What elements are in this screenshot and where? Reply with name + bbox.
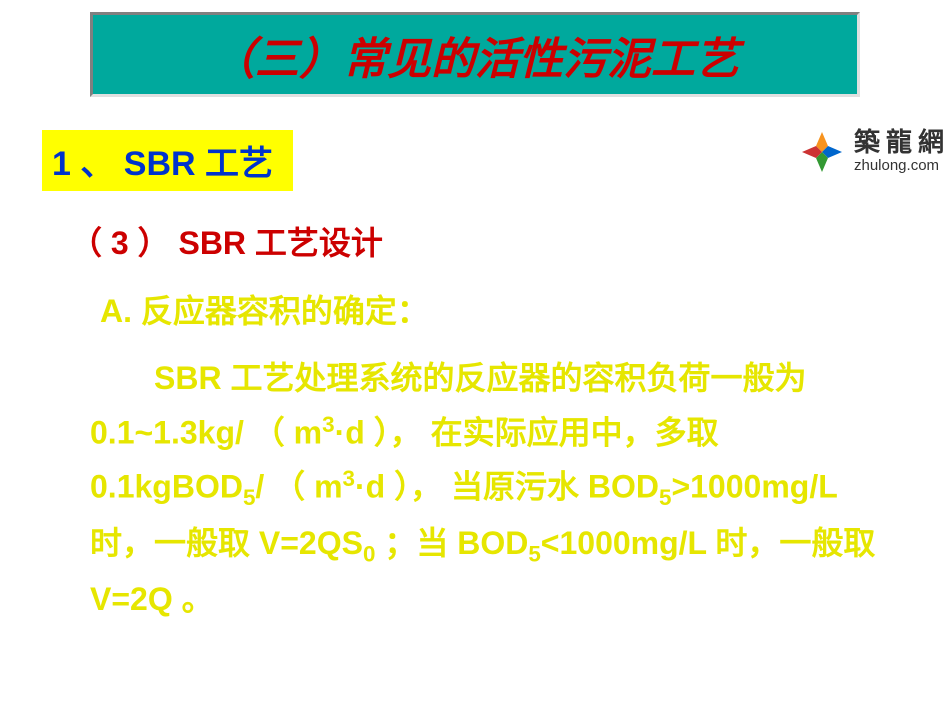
section-heading-3: （ 3 ） SBR 工艺设计	[70, 218, 383, 264]
title-bar: （三）常见的活性污泥工艺	[90, 12, 860, 97]
body-sup2: 3	[343, 466, 355, 491]
subtitle-text: 1 、 SBR 工艺	[52, 145, 273, 183]
body-paragraph: SBR 工艺处理系统的反应器的容积负荷一般为 0.1~1.3kg/ （ m3·d…	[90, 352, 890, 627]
section-heading-a: A. 反应器容积的确定：	[100, 286, 429, 332]
body-t6: ；当 BOD	[375, 525, 528, 561]
body-sup1: 3	[322, 412, 334, 437]
logo-main-text: 築龍網	[854, 129, 950, 158]
zhulong-logo-icon	[798, 128, 846, 176]
logo-text: 築龍網 zhulong.com	[854, 129, 950, 174]
logo-sub-text: zhulong.com	[854, 158, 950, 175]
body-sub3: 0	[363, 541, 375, 566]
subtitle-bar: 1 、 SBR 工艺	[42, 130, 293, 191]
body-sub4: 5	[528, 541, 540, 566]
logo-block: 築龍網 zhulong.com	[798, 128, 950, 176]
body-t4: ·d ）， 当原污水 BOD	[355, 469, 659, 505]
body-t3: / （ m	[255, 469, 342, 505]
page-title: （三）常见的活性污泥工艺	[211, 23, 739, 87]
body-sub2: 5	[659, 485, 671, 510]
body-sub1: 5	[243, 485, 255, 510]
